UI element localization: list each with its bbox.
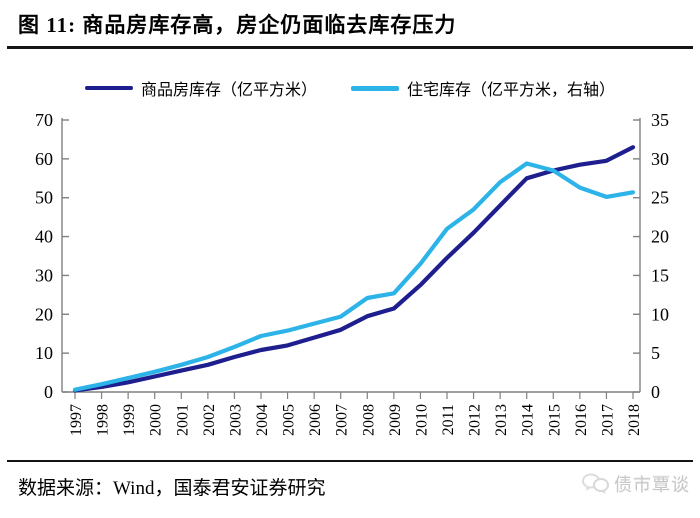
svg-text:20: 20 (35, 304, 53, 324)
svg-text:2013: 2013 (493, 404, 510, 436)
svg-text:30: 30 (35, 265, 53, 285)
data-source: 数据来源：Wind，国泰君安证券研究 (18, 478, 326, 499)
legend-item-residential: 住宅库存（亿平方米，右轴） (351, 76, 615, 100)
svg-text:2015: 2015 (546, 404, 563, 436)
legend-swatch-residential (351, 85, 399, 91)
svg-text:2017: 2017 (599, 404, 616, 436)
watermark: 债市覃谈 (582, 471, 690, 497)
svg-text:10: 10 (651, 304, 669, 324)
axes (61, 118, 641, 393)
svg-text:2008: 2008 (360, 404, 377, 436)
watermark-text: 债市覃谈 (614, 475, 690, 495)
chart-legend: 商品房库存（亿平方米） 住宅库存（亿平方米，右轴） (0, 76, 700, 100)
svg-text:2001: 2001 (174, 404, 191, 436)
svg-text:40: 40 (35, 227, 53, 247)
svg-text:2016: 2016 (573, 404, 590, 436)
svg-text:2014: 2014 (520, 404, 537, 436)
svg-text:30: 30 (651, 149, 669, 169)
svg-text:0: 0 (44, 382, 53, 402)
svg-text:2011: 2011 (440, 404, 457, 435)
svg-text:35: 35 (651, 110, 669, 130)
svg-text:2004: 2004 (254, 404, 271, 436)
legend-label-commodity-housing: 商品房库存（亿平方米） (140, 82, 317, 99)
svg-text:20: 20 (651, 227, 669, 247)
svg-text:2005: 2005 (281, 404, 298, 436)
x-axis-ticks: 1997 1998 1999 2000 2001 2002 2003 2004 2005 2006… (68, 392, 643, 436)
legend-swatch-commodity-housing (84, 86, 133, 90)
series-line-1 (72, 161, 636, 392)
left-axis-ticks: 0 10 20 30 40 50 60 70 (35, 110, 69, 402)
svg-text:2010: 2010 (413, 404, 430, 436)
svg-text:50: 50 (35, 188, 53, 208)
chat-bubbles-logo-icon (582, 473, 609, 494)
series-line-0 (72, 145, 636, 393)
svg-text:1997: 1997 (68, 404, 85, 436)
svg-text:2012: 2012 (467, 404, 484, 436)
svg-text:5: 5 (651, 343, 660, 363)
svg-text:60: 60 (35, 149, 53, 169)
svg-text:1999: 1999 (121, 404, 138, 436)
figure-title: 图 11: 商品房库存高，房企仍面临去库存压力 (18, 13, 457, 37)
legend-item-commodity-housing: 商品房库存（亿平方米） (84, 76, 317, 100)
svg-text:2018: 2018 (626, 404, 643, 436)
svg-text:70: 70 (35, 110, 53, 130)
footer-divider (7, 460, 693, 462)
svg-text:25: 25 (651, 188, 669, 208)
svg-text:10: 10 (35, 343, 53, 363)
svg-text:2009: 2009 (387, 404, 404, 436)
svg-text:15: 15 (651, 265, 669, 285)
svg-text:2007: 2007 (334, 404, 351, 436)
svg-text:2003: 2003 (227, 404, 244, 436)
right-axis-ticks: 0 5 10 15 20 25 30 35 (633, 110, 669, 402)
svg-text:1998: 1998 (95, 404, 112, 436)
title-divider (7, 46, 693, 49)
svg-text:2006: 2006 (307, 404, 324, 436)
legend-label-residential: 住宅库存（亿平方米，右轴） (407, 82, 616, 99)
svg-text:2000: 2000 (148, 404, 165, 436)
svg-text:0: 0 (651, 382, 660, 402)
svg-text:2002: 2002 (201, 404, 218, 436)
